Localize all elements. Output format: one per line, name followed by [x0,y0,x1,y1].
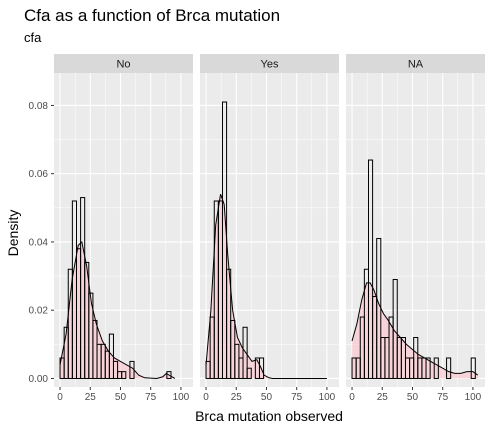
y-tick-label: 0.00 [29,374,49,385]
x-tick-label: 100 [173,392,190,403]
facet-panel: No 0 25 50 75 100 [54,54,193,403]
x-axis-title: Brca mutation observed [195,408,343,424]
x-tick-label: 0 [203,392,209,403]
histogram-bar [425,357,431,379]
density-line [59,240,176,379]
x-tick-label: 75 [437,392,449,403]
y-axis-title: Density [5,210,21,257]
x-tick-label: 0 [349,392,355,403]
facet-strip-label: Yes [261,59,279,71]
facet-panel: NA 0 25 50 75 100 [346,54,485,403]
facet-strip-label: NA [408,59,424,71]
histogram-bar [112,360,119,379]
histogram-bar [166,371,172,379]
x-tick-label: 25 [377,392,389,403]
histogram-bar [470,357,476,379]
x-tick-label: 50 [261,392,273,403]
x-tick-label: 100 [319,392,336,403]
x-tick-label: 75 [291,392,303,403]
y-axis: 0.00 0.02 0.04 0.06 0.08 [29,101,54,385]
facet-strip [54,54,193,73]
x-tick-label: 0 [57,392,63,403]
histogram-bar [367,159,374,379]
histogram-bar [258,357,265,379]
facet-strip [346,54,485,73]
x-tick-label: 25 [231,392,243,403]
histogram-bar [121,371,127,379]
x-tick-label: 50 [115,392,127,403]
facet-panel: Yes 0 25 50 75 100 [200,54,339,403]
density-area [352,282,478,379]
facet-panels: No 0 25 50 75 100 Yes 0 25 50 75 100 NA 0 25 50 75 100 [54,54,485,403]
y-tick-label: 0.02 [29,306,49,317]
density-line [205,193,327,379]
histogram-bar [433,357,439,379]
histogram-bar [246,367,252,379]
x-tick-label: 25 [85,392,97,403]
x-tick-label: 50 [407,392,419,403]
y-tick-label: 0.04 [29,237,49,248]
facet-strip-label: No [116,59,130,71]
chart-title: Cfa as a function of Brca mutation [24,6,280,25]
x-tick-label: 75 [145,392,157,403]
chart-subtitle: cfa [24,30,42,45]
histogram-bar [446,357,452,379]
y-tick-label: 0.06 [29,169,49,180]
y-tick-label: 0.08 [29,101,49,112]
facet-strip [200,54,339,73]
histogram-bar [242,326,248,379]
x-tick-label: 100 [465,392,482,403]
density-line [351,282,479,376]
